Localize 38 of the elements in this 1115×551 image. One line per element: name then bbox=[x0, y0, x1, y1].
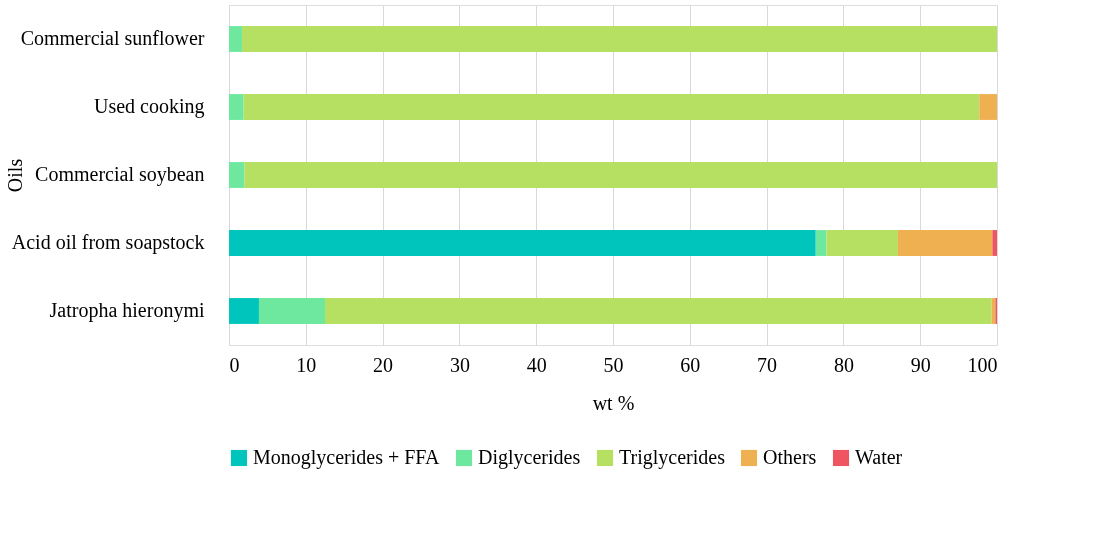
x-tick-label: 70 bbox=[757, 353, 778, 376]
x-tick-label: 60 bbox=[680, 353, 701, 376]
bar bbox=[242, 26, 997, 52]
legend-label: Others bbox=[763, 446, 817, 468]
x-tick-label: 0 bbox=[229, 353, 240, 376]
y-tick-label: Acid oil from soapstock bbox=[11, 231, 205, 254]
y-tick-label: Jatropha hieronymi bbox=[49, 299, 205, 322]
bar bbox=[229, 26, 243, 52]
x-tick-label: 90 bbox=[910, 353, 931, 376]
y-tick-label: Used cooking bbox=[93, 95, 205, 118]
x-tick-label: 40 bbox=[526, 353, 547, 376]
y-tick-label: Commercial sunflower bbox=[20, 27, 205, 49]
bar bbox=[992, 230, 997, 256]
y-axis-title: Oils bbox=[3, 158, 26, 193]
x-tick-label: 10 bbox=[296, 353, 317, 376]
bar bbox=[815, 230, 827, 256]
bar bbox=[229, 298, 259, 324]
bar bbox=[243, 94, 980, 120]
bar bbox=[979, 94, 997, 120]
bar bbox=[258, 298, 325, 324]
legend-label: Monoglycerides + FFA bbox=[253, 446, 441, 469]
x-tick-label: 30 bbox=[449, 353, 470, 376]
x-tick-label: 100 bbox=[967, 353, 998, 376]
x-tick-label: 80 bbox=[833, 353, 854, 376]
bar bbox=[229, 230, 816, 256]
bar bbox=[826, 230, 898, 256]
bar bbox=[325, 298, 992, 324]
bar bbox=[897, 230, 993, 256]
legend-label: Triglycerides bbox=[619, 446, 726, 469]
x-tick-label: 50 bbox=[603, 353, 624, 376]
legend-label: Water bbox=[855, 446, 903, 468]
bar bbox=[229, 94, 244, 120]
legend-label: Diglycerides bbox=[478, 446, 581, 469]
x-tick-label: 20 bbox=[373, 353, 394, 376]
bar bbox=[244, 162, 997, 188]
bar bbox=[229, 162, 245, 188]
x-axis-title: wt % bbox=[592, 391, 635, 414]
y-tick-label: Commercial soybean bbox=[35, 163, 205, 186]
